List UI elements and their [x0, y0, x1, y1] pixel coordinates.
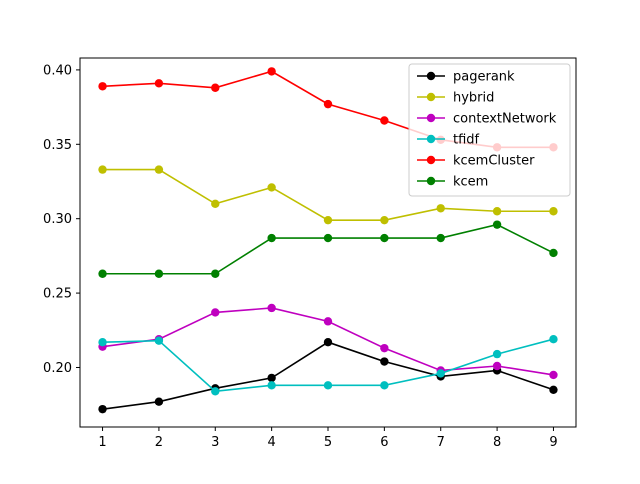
y-tick-label: 0.25 [43, 287, 72, 302]
data-point-hybrid-9 [549, 207, 558, 216]
data-point-pagerank-1 [98, 404, 107, 414]
legend-marker-pagerank [426, 71, 436, 81]
axes-layer: 1 2 3 4 5 6 7 8 9 0.20 0.25 0.30 0.35 0.40 [43, 57, 577, 450]
x-tick-label: 1 [98, 435, 106, 450]
data-point-pagerank-4 [267, 373, 276, 383]
data-point-kcemcluster-4 [267, 67, 276, 76]
x-tick-label: 4 [267, 435, 275, 450]
data-point-kcemcluster-1 [98, 82, 107, 91]
data-point-kcemcluster-2 [154, 79, 164, 88]
data-point-contextnetwork-9 [549, 370, 558, 380]
y-tick-label: 0.20 [43, 361, 72, 376]
data-point-kcem-8 [492, 220, 502, 229]
data-point-pagerank-6 [380, 357, 389, 366]
data-point-kcem-4 [267, 233, 276, 243]
series-line-kcem [102, 223, 554, 275]
x-tick-label: 7 [437, 435, 445, 450]
data-point-contextnetwork-8 [492, 361, 502, 371]
data-point-hybrid-3 [211, 199, 220, 209]
legend-marker-contextnetwork [426, 113, 436, 123]
data-point-hybrid-5 [323, 215, 333, 225]
y-tick-label: 0.40 [43, 63, 72, 78]
legend-label-kcem: kcem [453, 175, 488, 190]
data-point-contextnetwork-6 [380, 343, 389, 353]
data-point-hybrid-8 [492, 207, 502, 216]
data-point-kcem-1 [98, 269, 107, 278]
data-point-kcemcluster-6 [380, 116, 389, 125]
data-point-kcem-7 [436, 233, 445, 243]
data-point-tfidf-5 [323, 381, 333, 390]
legend-box [408, 63, 571, 197]
data-point-kcemcluster-5 [323, 99, 333, 109]
x-tick-label: 8 [493, 435, 501, 450]
data-point-tfidf-6 [380, 381, 389, 390]
data-point-tfidf-9 [549, 335, 558, 344]
data-point-hybrid-7 [436, 204, 445, 213]
data-point-kcem-9 [549, 248, 558, 258]
legend-marker-kcemcluster [426, 155, 436, 165]
data-point-pagerank-2 [154, 397, 164, 406]
x-tick-label: 2 [155, 435, 163, 450]
data-point-pagerank-5 [323, 337, 333, 347]
legend-label-hybrid: hybrid [453, 91, 494, 106]
data-point-tfidf-7 [436, 369, 445, 378]
legend-label-kcemcluster: kcemCluster [453, 154, 535, 169]
data-point-tfidf-8 [492, 349, 502, 359]
legend-marker-hybrid [426, 92, 436, 102]
legend-label-tfidf: tfidf [453, 133, 480, 148]
data-point-tfidf-3 [211, 387, 220, 396]
legend-label-pagerank: pagerank [453, 70, 515, 85]
data-point-hybrid-1 [98, 165, 107, 174]
data-point-contextnetwork-4 [267, 303, 276, 313]
data-point-tfidf-4 [267, 381, 276, 390]
data-point-hybrid-4 [267, 183, 276, 192]
x-tick-label: 9 [549, 435, 557, 450]
data-point-hybrid-6 [380, 215, 389, 225]
data-point-kcem-5 [323, 233, 333, 243]
legend-marker-tfidf [426, 134, 436, 144]
data-point-kcem-2 [154, 269, 164, 278]
data-point-tfidf-2 [154, 336, 164, 345]
legend-label-contextnetwork: contextNetwork [453, 112, 557, 127]
y-tick-label: 0.35 [43, 138, 72, 153]
data-point-pagerank-9 [549, 385, 558, 395]
x-tick-label: 3 [211, 435, 219, 450]
x-tick-label: 5 [324, 435, 332, 450]
data-point-contextnetwork-5 [323, 317, 333, 326]
series-line-pagerank [102, 341, 554, 410]
data-point-tfidf-1 [98, 337, 107, 347]
legend: pagerank hybrid contextNetwork tfidf kcemClu… [408, 63, 571, 197]
x-tick-label: 6 [380, 435, 388, 450]
legend-marker-kcem [426, 176, 436, 186]
y-tick-label: 0.30 [43, 212, 72, 227]
data-point-contextnetwork-3 [211, 308, 220, 317]
data-point-kcem-3 [211, 269, 220, 278]
data-point-hybrid-2 [154, 165, 164, 174]
data-point-kcem-6 [380, 233, 389, 243]
data-point-kcemcluster-3 [211, 83, 220, 92]
